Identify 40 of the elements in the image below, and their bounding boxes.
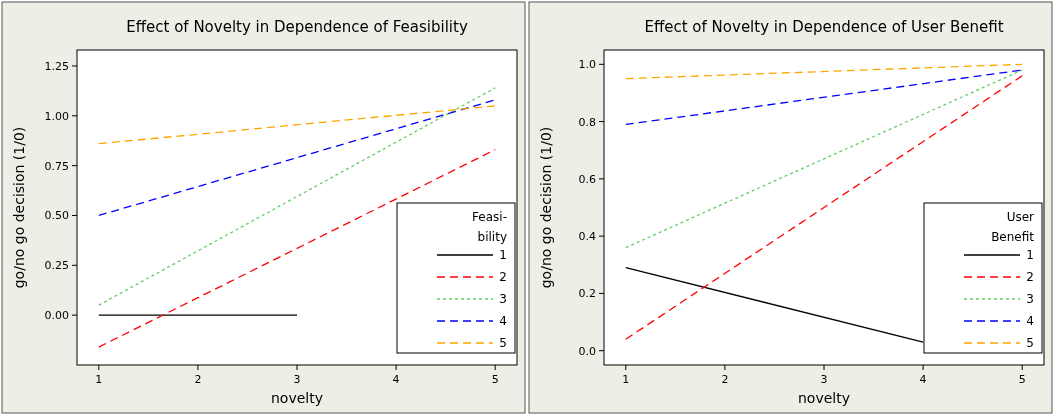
y-tick-label: 0.6 (578, 172, 596, 186)
x-tick-label: 1 (622, 373, 630, 386)
y-tick-label: 1.00 (44, 109, 69, 123)
x-tick-label: 2 (194, 373, 202, 386)
x-tick-label: 3 (293, 373, 301, 386)
chart-title: Effect of Novelty in Dependence of User Benefit (644, 18, 1004, 36)
y-axis-title: go/no go decision (1/0) (11, 126, 27, 289)
legend-label: 5 (1026, 336, 1034, 350)
y-tick-label: 0.25 (44, 259, 69, 273)
x-tick-label: 3 (820, 373, 828, 386)
chart-title: Effect of Novelty in Dependence of Feasibility (126, 18, 468, 36)
y-tick-label: 0.75 (44, 159, 69, 173)
x-tick-label: 4 (919, 373, 927, 386)
y-tick-label: 0.2 (578, 287, 596, 301)
x-tick-label: 1 (95, 373, 103, 386)
x-axis-title: novelty (797, 390, 851, 406)
legend-label: 1 (1026, 248, 1034, 262)
legend-label: 4 (1026, 314, 1034, 328)
x-tick-label: 4 (392, 373, 400, 386)
legend-title: User Benefit (991, 210, 1035, 244)
x-axis-title: novelty (270, 390, 324, 406)
legend-label: 3 (499, 292, 507, 306)
y-tick-label: 0.00 (44, 309, 69, 323)
y-tick-label: 0.50 (44, 209, 69, 223)
x-tick-label: 5 (491, 373, 499, 386)
legend-label: 3 (1026, 292, 1034, 306)
y-tick-label: 1.25 (44, 59, 69, 73)
legend-title: Feasi-bility (472, 210, 507, 244)
legend-label: 1 (499, 248, 507, 262)
x-tick-label: 5 (1018, 373, 1026, 386)
y-tick-label: 1.0 (578, 58, 596, 72)
legend-label: 4 (499, 314, 507, 328)
legend-label: 5 (499, 336, 507, 350)
x-tick-label: 2 (721, 373, 729, 386)
y-tick-label: 0.4 (578, 230, 596, 244)
legend-label: 2 (1026, 270, 1034, 284)
y-tick-label: 0.8 (578, 115, 596, 129)
y-tick-label: 0.0 (578, 344, 596, 358)
legend-label: 2 (499, 270, 507, 284)
y-axis-title: go/no go decision (1/0) (538, 126, 554, 289)
